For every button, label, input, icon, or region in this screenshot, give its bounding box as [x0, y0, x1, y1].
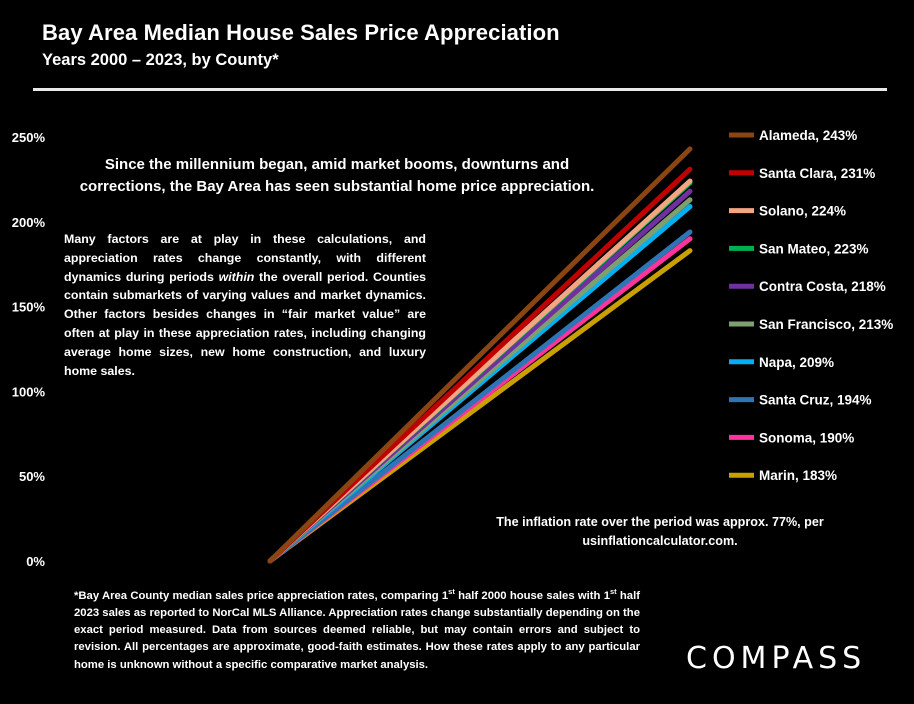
y-tick-label: 0%: [26, 554, 45, 569]
footnote-part-1: *Bay Area County median sales price appr…: [74, 589, 449, 602]
y-tick-label: 200%: [12, 215, 46, 230]
legend-label: Sonoma, 190%: [759, 430, 854, 445]
factors-text-2: the overall period. Counties contain sub…: [64, 269, 427, 378]
chart-title: Bay Area Median House Sales Price Apprec…: [42, 20, 560, 45]
factors-text-1: Many factors are at play in these calcul…: [64, 232, 426, 284]
legend-label: Santa Clara, 231%: [759, 166, 875, 181]
footnote-sup-1: st: [448, 587, 455, 596]
compass-logo: COMPASS: [686, 641, 867, 676]
footnote-sup-2: st: [609, 587, 617, 596]
footnote-part-3: half 2023 sales as reported to NorCal ML…: [74, 589, 640, 671]
y-tick-label: 150%: [12, 300, 46, 315]
footnote: *Bay Area County median sales price appr…: [74, 583, 640, 674]
title-divider: [33, 88, 887, 91]
legend-label: Napa, 209%: [759, 355, 834, 370]
legend-label: Santa Cruz, 194%: [759, 393, 872, 408]
series-line: [267, 229, 693, 564]
y-tick-label: 100%: [12, 384, 46, 399]
inflation-note: The inflation rate over the period was a…: [496, 515, 824, 548]
series-line: [267, 146, 693, 564]
callout-text: Since the millennium began, amid market …: [79, 156, 595, 195]
legend-label: San Francisco, 213%: [759, 317, 893, 332]
factors-paragraph: Many factors are at play in these calcul…: [64, 230, 426, 380]
y-tick-label: 50%: [19, 469, 45, 484]
footnote-part-2: half 2000 house sales with 1: [454, 589, 610, 602]
legend-label: Alameda, 243%: [759, 128, 857, 143]
legend-label: San Mateo, 223%: [759, 241, 869, 256]
legend-label: Solano, 224%: [759, 204, 846, 219]
chart-subtitle: Years 2000 – 2023, by County*: [42, 51, 279, 69]
factors-emphasis: within: [218, 269, 255, 284]
y-tick-label: 250%: [12, 130, 46, 145]
legend-label: Marin, 183%: [759, 468, 837, 483]
legend-label: Contra Costa, 218%: [759, 279, 886, 294]
